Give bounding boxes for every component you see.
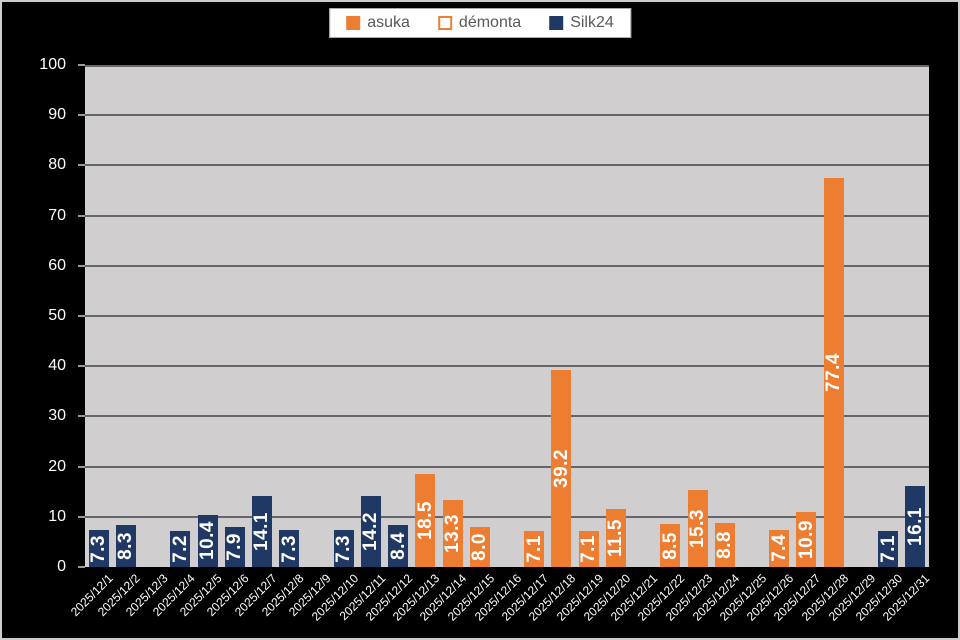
legend-item-silk24: Silk24	[549, 15, 614, 31]
bar-silk24: 7.1	[877, 531, 899, 567]
legend-item-demonta: démonta	[437, 14, 522, 31]
bar-value-label: 8.5	[659, 531, 681, 560]
gridline	[85, 264, 929, 267]
y-axis-tick	[78, 164, 85, 167]
y-axis-tick	[78, 214, 85, 217]
bar-silk24: 7.3	[278, 530, 300, 567]
bar-value-label: 7.2	[169, 534, 191, 563]
legend-item-asuka: asuka	[346, 15, 410, 31]
bar-value-label: 18.5	[414, 501, 436, 541]
legend-label-silk24: Silk24	[570, 14, 614, 31]
legend-swatch-demonta	[437, 16, 452, 30]
y-axis-label: 0	[57, 558, 66, 575]
bar-asuka: 8.8	[714, 522, 736, 567]
bar-asuka: 11.5	[605, 509, 627, 567]
y-axis-tick	[78, 415, 85, 418]
bar-value-label: 13.3	[442, 514, 464, 554]
chart-legend: asuka démonta Silk24	[329, 8, 631, 38]
bar-asuka: 7.1	[578, 531, 600, 567]
bar-value-label: 10.4	[197, 521, 219, 561]
bar-asuka: 10.9	[795, 512, 817, 567]
y-axis-label: 10	[48, 507, 66, 525]
y-axis-label: 50	[48, 307, 66, 324]
y-axis-label: 80	[48, 156, 66, 174]
bar-asuka: 13.3	[442, 500, 464, 567]
bar-asuka: 7.4	[768, 529, 790, 567]
bar-value-label: 8.4	[387, 531, 409, 560]
bar-silk24: 8.4	[387, 524, 409, 567]
y-axis-tick	[78, 465, 85, 468]
bar-silk24: 7.2	[169, 530, 191, 567]
legend-swatch-asuka	[346, 16, 361, 30]
plot-area: 7.3 8.3 7.2 10.4 7.9 14.1 7.3 7.3 14.2 8.4 18.5 13.…	[85, 65, 929, 567]
bar-silk24: 10.4	[197, 514, 219, 567]
bar-value-label: 39.2	[550, 449, 572, 489]
bar-silk24: 14.2	[360, 495, 382, 567]
y-axis-tick	[78, 365, 85, 368]
bar-asuka: 8.0	[469, 526, 491, 567]
bar-asuka: 7.1	[523, 531, 545, 567]
bar-value-label: 15.3	[687, 509, 709, 549]
y-axis-tick	[78, 566, 85, 568]
bar-asuka: 15.3	[687, 490, 709, 567]
legend-label-demonta: démonta	[458, 14, 522, 31]
y-axis-tick	[78, 264, 85, 267]
bar-asuka: 77.4	[823, 178, 845, 567]
gridline	[85, 415, 929, 418]
gridline	[85, 65, 929, 67]
bar-value-label: 14.1	[251, 512, 273, 552]
bar-value-label: 7.1	[523, 535, 545, 564]
y-axis-label: 40	[48, 357, 66, 375]
bar-value-label: 8.3	[115, 532, 137, 561]
legend-label-asuka: asuka	[367, 14, 410, 31]
bar-value-label: 16.1	[904, 507, 926, 547]
y-axis-tick	[78, 515, 85, 518]
y-axis-label: 30	[48, 407, 66, 425]
y-axis-label: 70	[48, 206, 66, 224]
bar-silk24: 8.3	[115, 525, 137, 567]
bar-value-label: 77.4	[823, 353, 845, 393]
bar-silk24: 7.3	[333, 530, 355, 567]
y-axis-tick	[78, 315, 85, 317]
bar-value-label: 8.8	[714, 530, 736, 559]
y-axis-label: 20	[48, 457, 66, 475]
bar-asuka: 39.2	[550, 370, 572, 567]
bar-silk24: 16.1	[904, 486, 926, 567]
bar-silk24: 7.3	[88, 530, 110, 567]
bar-value-label: 7.3	[88, 534, 110, 563]
bar-value-label: 7.9	[224, 533, 246, 562]
bar-asuka: 18.5	[414, 474, 436, 567]
bar-value-label: 7.4	[768, 534, 790, 563]
bar-value-label: 11.5	[605, 519, 627, 558]
bar-value-label: 7.1	[578, 535, 600, 564]
legend-swatch-silk24	[549, 16, 564, 30]
y-axis-label: 60	[48, 256, 66, 274]
y-axis-tick	[78, 114, 85, 117]
bar-asuka: 8.5	[659, 524, 681, 567]
bar-silk24: 14.1	[251, 496, 273, 567]
y-axis-tick	[78, 64, 85, 66]
gridline	[85, 114, 929, 117]
bar-value-label: 7.3	[278, 534, 300, 563]
bar-value-label: 8.0	[469, 532, 491, 561]
bar-silk24: 7.9	[224, 527, 246, 567]
bar-value-label: 7.3	[333, 534, 355, 563]
bar-value-label: 14.2	[360, 511, 382, 551]
gridline	[85, 164, 929, 167]
y-axis-label: 100	[39, 56, 66, 73]
gridline	[85, 315, 929, 317]
gridline	[85, 365, 929, 368]
gridline	[85, 214, 929, 217]
gridline	[85, 465, 929, 468]
gridline	[85, 515, 929, 518]
bar-value-label: 10.9	[795, 520, 817, 560]
y-axis-label: 90	[48, 106, 66, 124]
bar-value-label: 7.1	[877, 535, 899, 564]
